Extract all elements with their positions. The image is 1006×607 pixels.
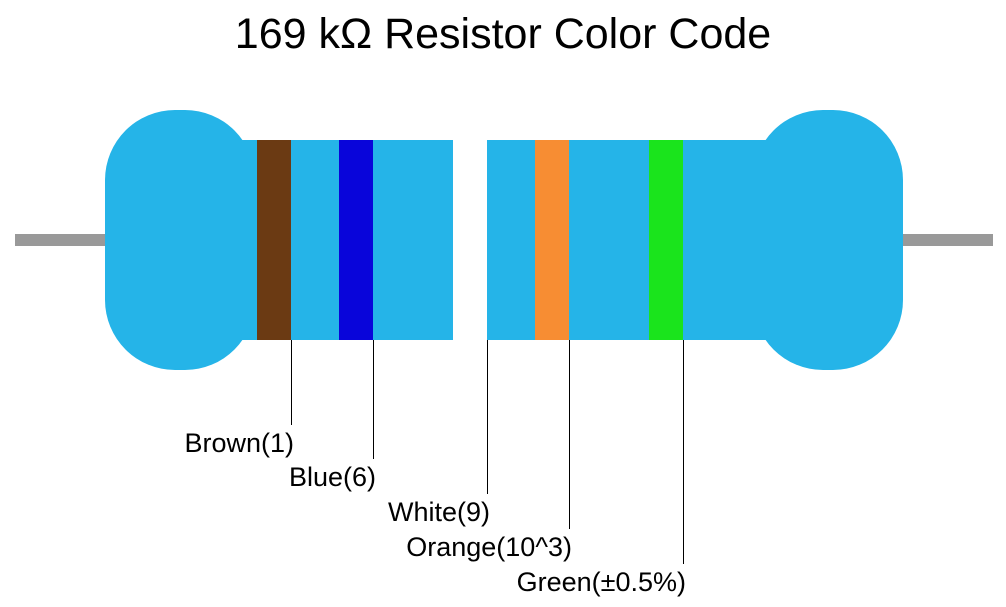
band-3-label: White(9) bbox=[388, 497, 490, 528]
band-1-leader bbox=[291, 340, 292, 425]
band-1 bbox=[257, 140, 291, 340]
band-5-leader bbox=[683, 340, 684, 564]
band-3 bbox=[453, 140, 487, 340]
band-4 bbox=[535, 140, 569, 340]
band-4-label: Orange(10^3) bbox=[406, 532, 572, 563]
band-5 bbox=[649, 140, 683, 340]
band-1-label: Brown(1) bbox=[184, 428, 294, 459]
diagram-title: 169 kΩ Resistor Color Code bbox=[0, 10, 1006, 59]
lead-right bbox=[888, 234, 993, 246]
band-4-leader bbox=[569, 340, 570, 529]
band-5-label: Green(±0.5%) bbox=[517, 567, 686, 598]
band-2 bbox=[339, 140, 373, 340]
band-3-leader bbox=[487, 340, 488, 494]
band-2-leader bbox=[373, 340, 374, 459]
band-2-label: Blue(6) bbox=[289, 462, 376, 493]
